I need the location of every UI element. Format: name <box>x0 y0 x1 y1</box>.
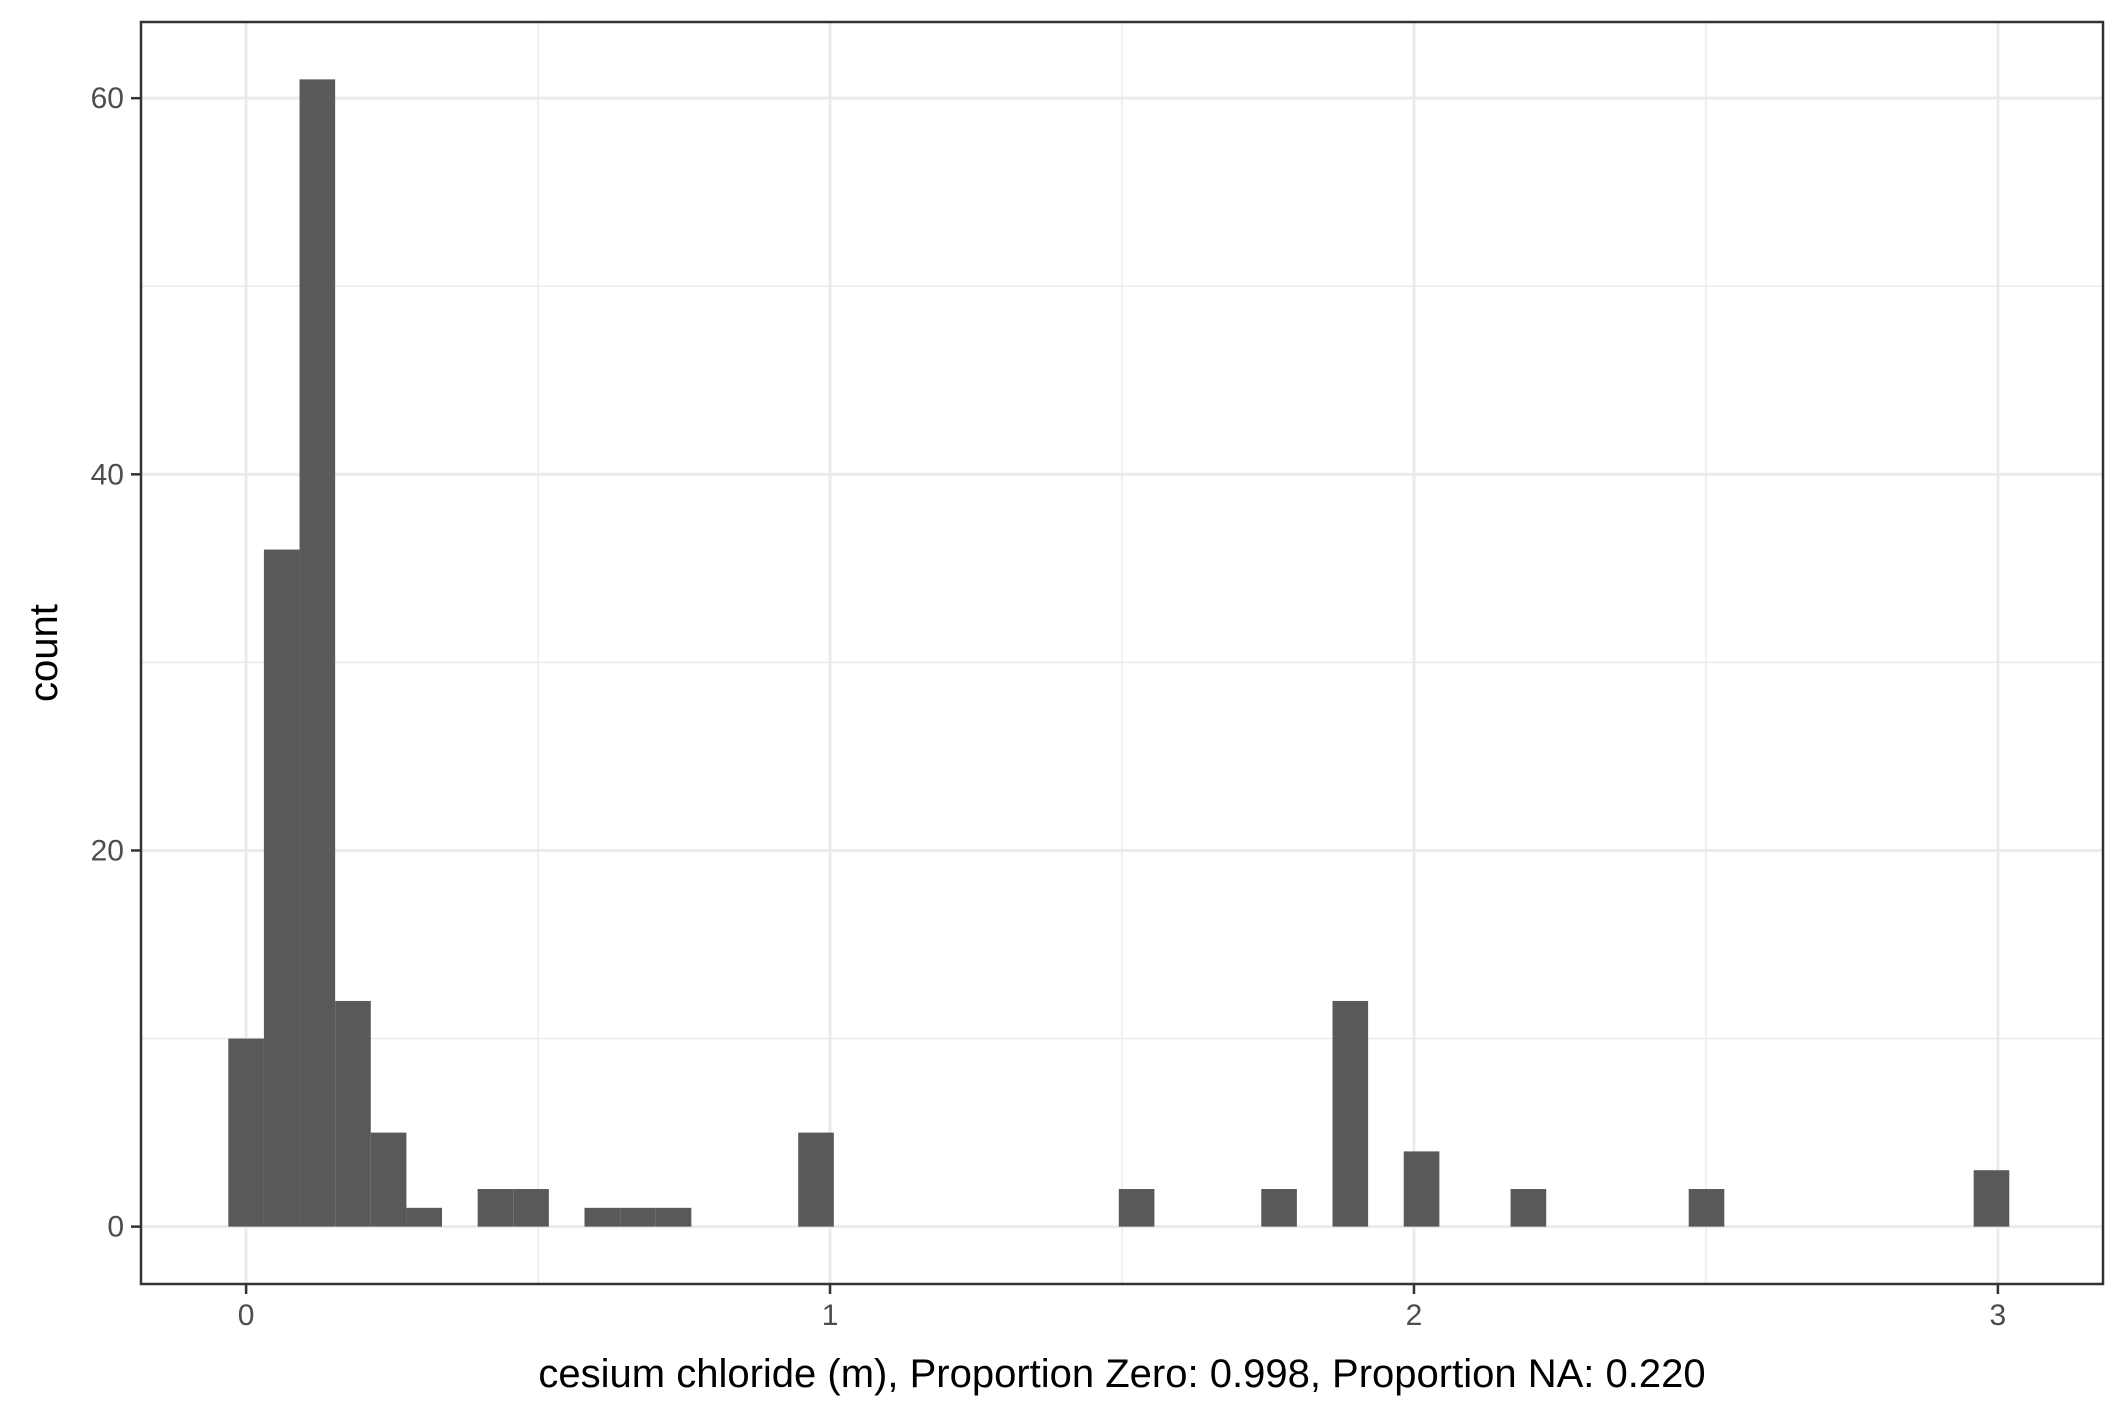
histogram-bar <box>1688 1189 1725 1227</box>
y-axis-ticks: 0 20 40 60 <box>91 82 141 1244</box>
histogram-bar <box>584 1207 621 1227</box>
histogram-bar <box>477 1189 514 1227</box>
histogram-bar <box>1261 1189 1297 1227</box>
x-axis-ticks: 0 1 2 3 <box>238 1284 2006 1332</box>
y-tick-label: 20 <box>91 834 124 867</box>
y-tick-label: 60 <box>91 82 124 115</box>
panel-border <box>139 20 2105 1286</box>
y-tick-label: 0 <box>107 1211 124 1244</box>
histogram-bar <box>655 1207 692 1227</box>
x-tick-label: 2 <box>1406 1299 1423 1332</box>
histogram-bar <box>335 1000 371 1227</box>
x-tick-label: 0 <box>238 1299 255 1332</box>
histogram-bar <box>1332 1000 1369 1227</box>
histogram-bar <box>513 1189 549 1227</box>
x-axis-title: cesium chloride (m), Proportion Zero: 0.… <box>538 1352 1705 1396</box>
y-tick-label: 40 <box>91 458 124 491</box>
x-tick-label: 3 <box>1990 1299 2007 1332</box>
histogram-bar <box>798 1132 834 1227</box>
minor-gridlines <box>141 22 2103 1284</box>
x-tick-label: 1 <box>822 1299 839 1332</box>
histogram-bars <box>228 79 2010 1227</box>
histogram-bar <box>370 1132 407 1227</box>
histogram-bar <box>406 1207 443 1227</box>
y-axis-title: count <box>22 604 66 702</box>
histogram-bar <box>299 79 336 1227</box>
histogram-bar <box>1403 1151 1440 1227</box>
histogram-bar <box>620 1207 656 1227</box>
histogram-bar <box>1118 1189 1155 1227</box>
histogram-bar <box>263 549 300 1227</box>
histogram-bar <box>1510 1189 1547 1227</box>
histogram-bar <box>1973 1170 2010 1227</box>
histogram-bar <box>228 1038 264 1227</box>
